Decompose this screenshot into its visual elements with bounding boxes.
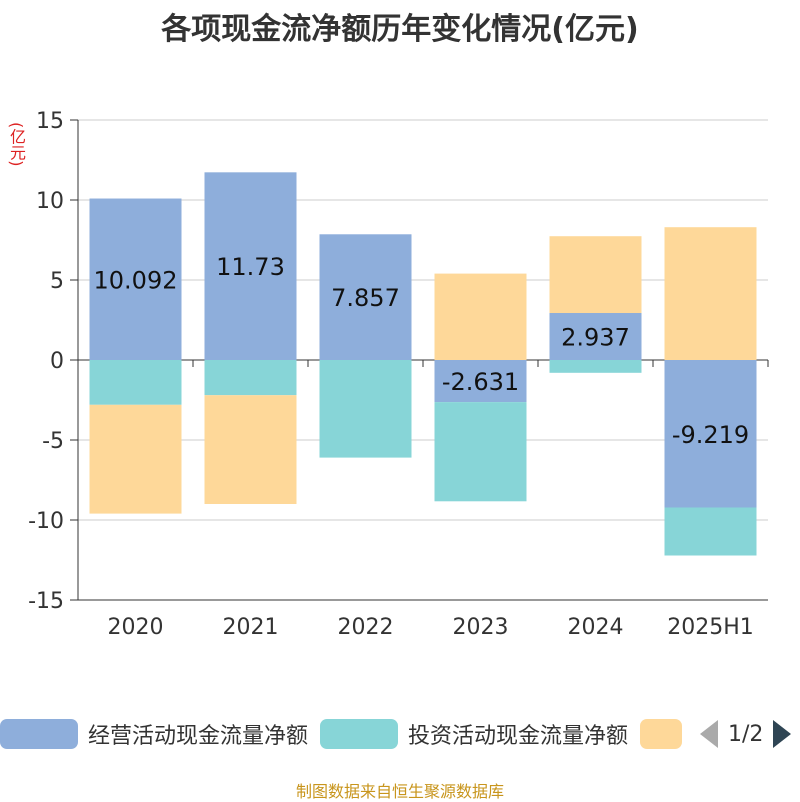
bar-2020-series-1 — [89, 360, 182, 405]
data-label-2021: 11.73 — [216, 253, 285, 281]
bar-2024-series-2 — [549, 236, 642, 314]
bar-2021-series-0 — [204, 172, 297, 360]
bar-2020-series-2 — [89, 404, 182, 514]
x-tick-label-2020: 2020 — [108, 615, 164, 640]
legend-page-indicator: 1/2 — [728, 721, 764, 747]
legend-item-financing[interactable] — [640, 716, 682, 752]
bar-2023-series-1 — [434, 402, 527, 502]
data-label-2020: 10.092 — [94, 266, 178, 294]
bar-2024-series-0 — [549, 313, 642, 360]
data-label-2024: 2.937 — [561, 324, 630, 352]
y-tick-label: 5 — [50, 269, 64, 294]
legend-item-investing[interactable]: 投资活动现金流量净额 — [320, 716, 628, 752]
chart-title: 各项现金流净额历年变化情况(亿元) — [161, 12, 639, 47]
bar-2025H1-series-1 — [664, 507, 757, 556]
bar-2022-series-0 — [319, 234, 412, 360]
legend-pager: 1/2 — [700, 716, 792, 752]
y-tick-label: 0 — [50, 349, 64, 374]
bar-2023-series-0 — [434, 360, 527, 403]
y-tick-label: -10 — [28, 509, 64, 534]
y-tick-label: -5 — [42, 429, 64, 454]
y-tick-label: -15 — [28, 589, 64, 614]
bar-2025H1-series-0 — [664, 360, 757, 508]
data-label-2022: 7.857 — [331, 284, 400, 312]
legend-prev-page-icon[interactable] — [700, 720, 718, 748]
x-tick-label-2023: 2023 — [453, 615, 509, 640]
bar-chart: 15 10 5 0 -5 -10 -15 2020 2021 2022 2023 2024 2025H1… — [28, 109, 769, 640]
x-tick-label-2021: 2021 — [223, 615, 279, 640]
data-label-2025H1: -9.219 — [672, 421, 749, 449]
x-tick-label-2024: 2024 — [568, 615, 624, 640]
bar-2020-series-0 — [89, 198, 182, 360]
x-tick-label-2025H1: 2025H1 — [667, 615, 754, 640]
y-tick-label: 10 — [36, 189, 64, 214]
bar-2021-series-2 — [204, 395, 297, 504]
legend: 经营活动现金流量净额 投资活动现金流量净额 — [0, 716, 800, 756]
bar-2024-series-1 — [549, 360, 642, 373]
bar-2023-series-2 — [434, 273, 527, 360]
bar-2022-series-1 — [319, 360, 412, 458]
legend-label-operating: 经营活动现金流量净额 — [88, 724, 309, 749]
x-tick-label-2022: 2022 — [338, 615, 394, 640]
y-axis-unit: (亿元) — [7, 122, 26, 167]
legend-label-investing: 投资活动现金流量净额 — [408, 724, 629, 749]
data-label-2023: -2.631 — [442, 368, 519, 396]
legend-swatch-operating — [0, 719, 78, 749]
legend-next-page-icon[interactable] — [773, 720, 792, 748]
data-source-note: 制图数据来自恒生聚源数据库 — [295, 782, 504, 801]
bar-2025H1-series-2 — [664, 227, 757, 360]
legend-item-operating[interactable]: 经营活动现金流量净额 — [0, 716, 308, 752]
y-tick-label: 15 — [36, 109, 64, 134]
bar-2021-series-1 — [204, 360, 297, 396]
legend-swatch-investing — [320, 719, 398, 749]
legend-swatch-financing — [640, 719, 682, 749]
